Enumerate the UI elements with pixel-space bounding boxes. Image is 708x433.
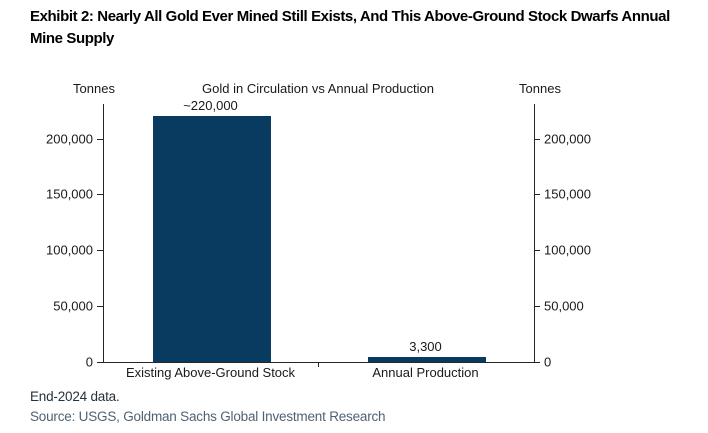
- y-tick-label-left: 150,000: [46, 186, 93, 202]
- bar-annual-production: [368, 357, 486, 362]
- y-tick-label-right: 200,000: [544, 131, 591, 147]
- footer-source: Source: USGS, Goldman Sachs Global Inves…: [30, 409, 386, 424]
- chart-title: Gold in Circulation vs Annual Production: [202, 81, 434, 96]
- y-tick-mark-left: [97, 194, 103, 195]
- left-axis-unit-label: Tonnes: [73, 81, 115, 96]
- exhibit-title: Exhibit 2: Nearly All Gold Ever Mined St…: [30, 8, 670, 47]
- x-tick-mark: [318, 363, 319, 367]
- x-category-label: Existing Above-Ground Stock: [125, 365, 296, 380]
- y-tick-label-left: 50,000: [53, 298, 93, 314]
- y-tick-mark-right: [534, 194, 540, 195]
- y-tick-label-left: 0: [85, 354, 93, 370]
- y-tick-mark-right: [534, 306, 540, 307]
- bar-value-label: 3,300: [409, 339, 442, 354]
- x-category-label: Annual Production: [372, 365, 479, 380]
- y-tick-mark-left: [97, 250, 103, 251]
- y-tick-mark-right: [534, 362, 540, 363]
- footer-note: End-2024 data.: [30, 389, 120, 404]
- y-tick-mark-left: [97, 306, 103, 307]
- y-tick-mark-right: [534, 139, 540, 140]
- y-tick-label-right: 50,000: [544, 298, 584, 314]
- y-tick-label-left: 100,000: [46, 242, 93, 258]
- y-tick-mark-right: [534, 250, 540, 251]
- right-axis-unit-label: Tonnes: [519, 81, 561, 96]
- y-tick-label-left: 200,000: [46, 131, 93, 147]
- y-tick-label-right: 0: [544, 354, 552, 370]
- bar-value-label: ~220,000: [183, 98, 238, 113]
- bar-existing-above-ground-stock: [153, 116, 271, 362]
- y-tick-mark-left: [97, 139, 103, 140]
- plot-area: [103, 104, 535, 363]
- y-tick-mark-left: [97, 362, 103, 363]
- y-tick-label-right: 100,000: [544, 242, 591, 258]
- y-tick-label-right: 150,000: [544, 186, 591, 202]
